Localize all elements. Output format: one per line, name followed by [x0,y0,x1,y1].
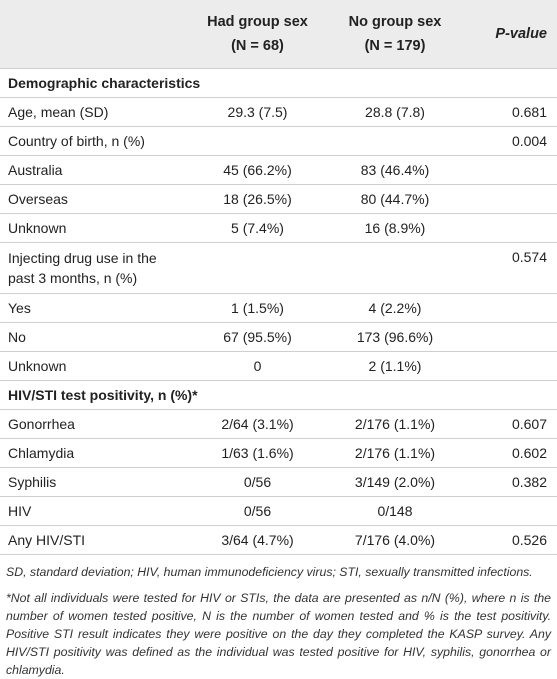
row-label: Yes [0,293,191,323]
cell-p-value [466,293,557,323]
table-row: Chlamydia 1/63 (1.6%) 2/176 (1.1%) 0.602 [0,438,557,468]
cell-had-group-sex: 2/64 (3.1%) [191,409,324,439]
section-label: HIV/STI test positivity, n (%)* [0,380,557,410]
table-row: HIV 0/56 0/148 [0,496,557,526]
cell-p-value [466,322,557,352]
cell-no-group-sex: 3/149 (2.0%) [324,467,466,497]
cell-no-group-sex: 0/148 [324,496,466,526]
table-row: Australia 45 (66.2%) 83 (46.4%) [0,155,557,185]
cell-had-group-sex: 67 (95.5%) [191,322,324,352]
cell-p-value [466,213,557,243]
row-label: Gonorrhea [0,409,191,439]
cell-had-group-sex: 18 (26.5%) [191,184,324,214]
row-label: Injecting drug use in the past 3 months,… [0,242,191,294]
cell-no-group-sex: 173 (96.6%) [324,322,466,352]
abbreviations-note: SD, standard deviation; HIV, human immun… [6,565,533,579]
footnote: *Not all individuals were tested for HIV… [6,591,551,677]
table-notes: SD, standard deviation; HIV, human immun… [0,555,557,679]
cell-no-group-sex: 4 (2.2%) [324,293,466,323]
table-row: Overseas 18 (26.5%) 80 (44.7%) [0,184,557,214]
header-p-value: P-value [466,0,557,69]
table-row: Any HIV/STI 3/64 (4.7%) 7/176 (4.0%) 0.5… [0,525,557,555]
cell-had-group-sex: 0/56 [191,496,324,526]
cell-p-value: 0.607 [466,409,557,439]
row-label-line1: Injecting drug use in the [8,250,157,266]
header-had-group-sex: Had group sex (N = 68) [191,0,324,69]
cell-had-group-sex: 5 (7.4%) [191,213,324,243]
table-row: HIV/STI test positivity, n (%)* [0,380,557,410]
row-label: Overseas [0,184,191,214]
results-table: Had group sex (N = 68) No group sex (N =… [0,0,557,555]
table-row: Yes 1 (1.5%) 4 (2.2%) [0,293,557,323]
cell-p-value: 0.004 [466,126,557,156]
table-row: Gonorrhea 2/64 (3.1%) 2/176 (1.1%) 0.607 [0,409,557,439]
cell-had-group-sex [191,126,324,156]
cell-no-group-sex: 83 (46.4%) [324,155,466,185]
cell-no-group-sex: 2/176 (1.1%) [324,438,466,468]
row-label: Unknown [0,351,191,381]
cell-had-group-sex: 45 (66.2%) [191,155,324,185]
table-row: Demographic characteristics [0,68,557,98]
header-empty [0,0,191,69]
table-row: No 67 (95.5%) 173 (96.6%) [0,322,557,352]
cell-p-value: 0.526 [466,525,557,555]
header-had-group-sex-title: Had group sex [207,14,308,30]
cell-had-group-sex: 1 (1.5%) [191,293,324,323]
cell-had-group-sex: 0 [191,351,324,381]
table-row: Age, mean (SD) 29.3 (7.5) 28.8 (7.8) 0.6… [0,97,557,127]
table-row: Syphilis 0/56 3/149 (2.0%) 0.382 [0,467,557,497]
table-row: Injecting drug use in the past 3 months,… [0,242,557,294]
table-row: Unknown 5 (7.4%) 16 (8.9%) [0,213,557,243]
cell-no-group-sex: 28.8 (7.8) [324,97,466,127]
cell-had-group-sex: 3/64 (4.7%) [191,525,324,555]
cell-p-value [466,184,557,214]
row-label-line2: past 3 months, n (%) [8,270,138,286]
header-no-group-sex-title: No group sex [348,14,442,30]
cell-p-value: 0.681 [466,97,557,127]
row-label: Australia [0,155,191,185]
cell-no-group-sex [324,126,466,156]
row-label: Age, mean (SD) [0,97,191,127]
row-label: Syphilis [0,467,191,497]
cell-had-group-sex: 0/56 [191,467,324,497]
row-label: Chlamydia [0,438,191,468]
cell-no-group-sex: 2/176 (1.1%) [324,409,466,439]
row-label: Unknown [0,213,191,243]
section-label: Demographic characteristics [0,68,557,98]
cell-p-value: 0.574 [466,242,557,294]
row-label: HIV [0,496,191,526]
row-label: No [0,322,191,352]
cell-p-value [466,155,557,185]
header-no-group-sex: No group sex (N = 179) [324,0,466,69]
cell-p-value [466,351,557,381]
cell-had-group-sex: 1/63 (1.6%) [191,438,324,468]
cell-no-group-sex [324,242,466,294]
cell-p-value [466,496,557,526]
cell-had-group-sex [191,242,324,294]
cell-no-group-sex: 2 (1.1%) [324,351,466,381]
cell-no-group-sex: 16 (8.9%) [324,213,466,243]
cell-p-value: 0.382 [466,467,557,497]
cell-had-group-sex: 29.3 (7.5) [191,97,324,127]
row-label: Any HIV/STI [0,525,191,555]
table-row: Unknown 0 2 (1.1%) [0,351,557,381]
cell-p-value: 0.602 [466,438,557,468]
cell-no-group-sex: 80 (44.7%) [324,184,466,214]
table-row: Country of birth, n (%) 0.004 [0,126,557,156]
header-had-group-sex-n: (N = 68) [231,38,284,54]
cell-no-group-sex: 7/176 (4.0%) [324,525,466,555]
row-label: Country of birth, n (%) [0,126,191,156]
header-no-group-sex-n: (N = 179) [364,38,426,54]
table-header-row: Had group sex (N = 68) No group sex (N =… [0,0,557,69]
